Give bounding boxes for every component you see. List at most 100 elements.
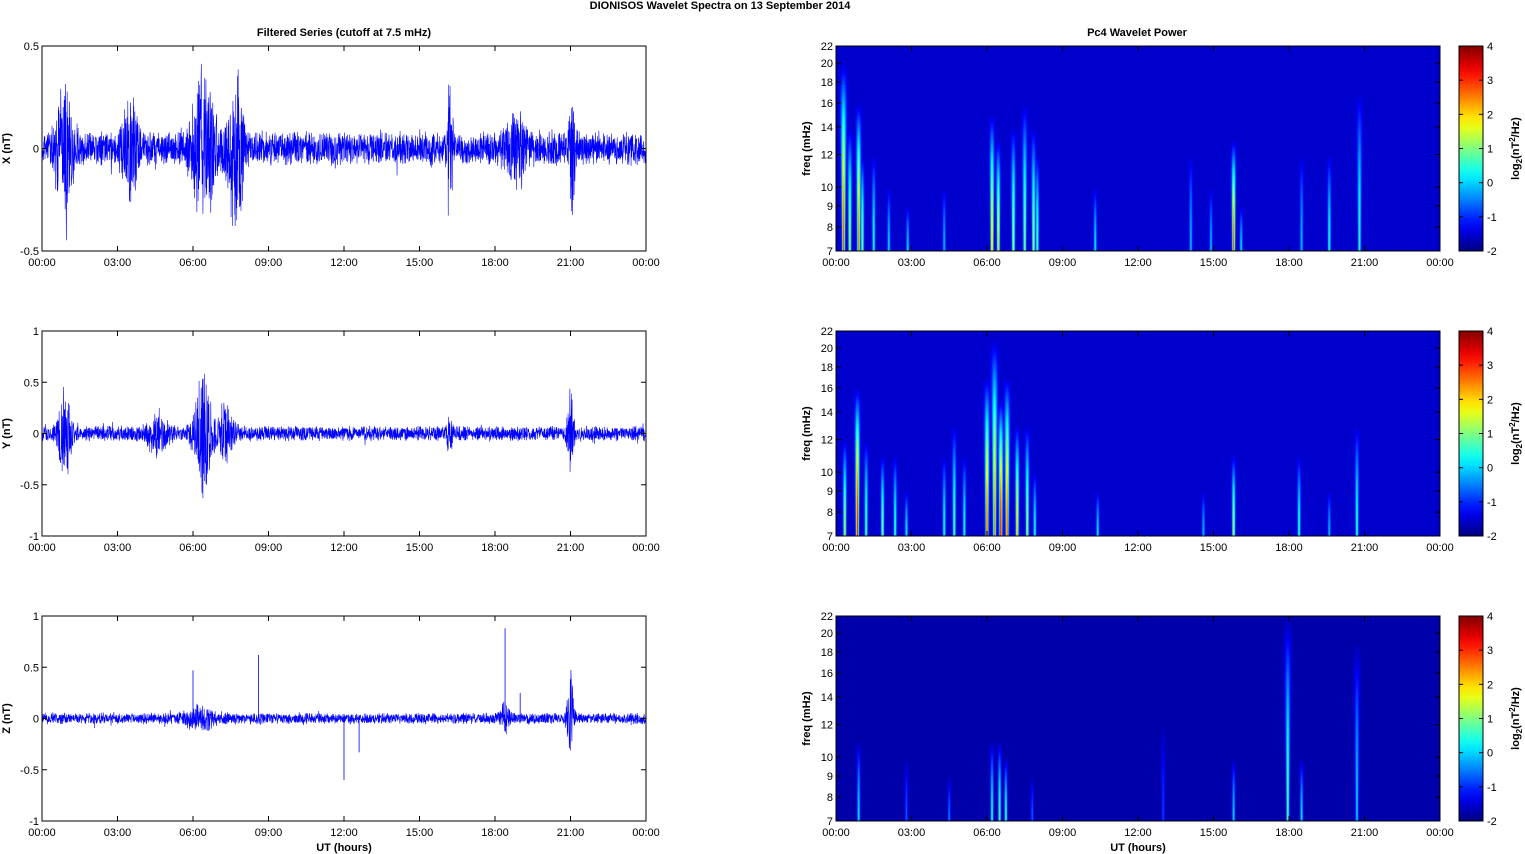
- x-tick-label: 15:00: [1200, 542, 1228, 554]
- x-tick-label: 15:00: [406, 542, 434, 554]
- x-tick-label: 06:00: [179, 257, 207, 269]
- y-tick-label: 8: [827, 792, 833, 804]
- x-tick-label: 06:00: [973, 257, 1001, 269]
- colorbar-tick-label: 0: [1487, 178, 1493, 190]
- y-tick-label: -1: [29, 531, 39, 543]
- colorbar-tick-label: 3: [1487, 645, 1493, 657]
- colorbar-label: log2(nT2/Hz): [1508, 402, 1524, 465]
- y-tick-label: -0.5: [20, 765, 39, 777]
- x-tick-label: 21:00: [557, 542, 585, 554]
- x-tick-label: 15:00: [1200, 827, 1228, 839]
- colorbar-label-part: /Hz): [1510, 687, 1522, 708]
- series-panel-series-z: 1 0.5 0 -0.5 -1 Z (nT) 00:00 03:00 06:00 09:00 12:…: [1, 611, 660, 854]
- colorbar-tick-label: -2: [1487, 531, 1497, 543]
- colorbar-tick-label: 1: [1487, 144, 1493, 156]
- x-tick-label: 18:00: [1275, 827, 1303, 839]
- x-tick-label: 18:00: [481, 257, 509, 269]
- x-tick-label: 03:00: [898, 257, 926, 269]
- left-column-title: Filtered Series (cutoff at 7.5 mHz): [257, 27, 432, 39]
- x-tick-label: 18:00: [1275, 542, 1303, 554]
- x-tick-label: 18:00: [1275, 257, 1303, 269]
- x-tick-label: 00:00: [822, 827, 850, 839]
- colorbar-tick-label: -1: [1487, 782, 1497, 794]
- wavelet-heatmap-image: [836, 616, 1440, 821]
- y-tick-label: 1: [33, 611, 39, 623]
- y-axis-label: Z (nT): [1, 703, 13, 734]
- y-tick-label: 9: [827, 201, 833, 213]
- y-axis-label: freq (mHz): [801, 406, 813, 461]
- x-tick-label: 06:00: [179, 827, 207, 839]
- colorbar-label-part: (nT: [1510, 142, 1522, 159]
- x-tick-label: 06:00: [973, 827, 1001, 839]
- y-tick-label: 12: [821, 435, 833, 447]
- y-tick-label: 1: [33, 326, 39, 338]
- series-panel-series-x: 0.5 0 -0.5 X (nT) 00:00 03:00 06:00 09:00 12:00 1…: [1, 41, 660, 269]
- y-tick-label: 22: [821, 326, 833, 338]
- x-tick-label: 06:00: [973, 542, 1001, 554]
- x-tick-label: 09:00: [255, 542, 283, 554]
- x-tick-label: 12:00: [330, 827, 358, 839]
- y-tick-label: 8: [827, 222, 833, 234]
- x-tick-label: 21:00: [1351, 827, 1379, 839]
- y-tick-label: 18: [821, 77, 833, 89]
- x-tick-label: 12:00: [330, 542, 358, 554]
- y-tick-label: 0: [33, 144, 39, 156]
- colorbar-tick-label: 1: [1487, 429, 1493, 441]
- colorbar-tick-label: 2: [1487, 679, 1493, 691]
- colorbar-tick-label: -1: [1487, 497, 1497, 509]
- colorbar-tick-label: 4: [1487, 326, 1493, 338]
- y-tick-label: 10: [821, 182, 833, 194]
- y-tick-label: 22: [821, 41, 833, 53]
- colorbar-label-part: log: [1510, 163, 1522, 180]
- x-axis-label: UT (hours): [1110, 842, 1166, 854]
- y-axis-label: freq (mHz): [801, 121, 813, 176]
- x-tick-label: 21:00: [557, 827, 585, 839]
- x-tick-label: 00:00: [28, 257, 56, 269]
- colorbar-tick-label: 1: [1487, 714, 1493, 726]
- y-tick-label: 12: [821, 150, 833, 162]
- series-line: [42, 669, 646, 751]
- x-tick-label: 21:00: [1351, 257, 1379, 269]
- colorbar-tick-label: 2: [1487, 109, 1493, 121]
- x-tick-label: 00:00: [632, 257, 660, 269]
- colorbar-label-part: log: [1510, 733, 1522, 750]
- y-tick-label: 20: [821, 58, 833, 70]
- wavelet-heatmap-image: [836, 331, 1440, 536]
- y-tick-label: 0: [33, 714, 39, 726]
- y-tick-label: -0.5: [20, 246, 39, 258]
- y-tick-label: 7: [827, 816, 833, 828]
- y-axis-label: X (nT): [1, 133, 13, 164]
- colorbar-label-part: /Hz): [1510, 117, 1522, 138]
- colorbar-tick-label: 4: [1487, 41, 1493, 53]
- y-tick-label: 14: [821, 407, 833, 419]
- y-tick-label: 16: [821, 383, 833, 395]
- x-tick-label: 00:00: [28, 827, 56, 839]
- colorbar-tick-label: 0: [1487, 463, 1493, 475]
- y-tick-label: 20: [821, 628, 833, 640]
- colorbar-label-part: 2: [1508, 422, 1517, 427]
- y-tick-label: 7: [827, 531, 833, 543]
- colorbar-tick-label: -1: [1487, 212, 1497, 224]
- y-tick-label: 10: [821, 752, 833, 764]
- colorbar-label-part: 2: [1515, 728, 1524, 733]
- x-tick-label: 15:00: [406, 827, 434, 839]
- x-tick-label: 09:00: [255, 257, 283, 269]
- series-panel-series-y: 1 0.5 0 -0.5 -1 Y (nT) 00:00 03:00 06:00 09:00 12:…: [1, 326, 660, 554]
- x-tick-label: 18:00: [481, 827, 509, 839]
- x-tick-label: 15:00: [406, 257, 434, 269]
- series-line: [42, 63, 646, 241]
- y-tick-label: 18: [821, 362, 833, 374]
- y-tick-label: 0.5: [24, 662, 39, 674]
- x-tick-label: 03:00: [104, 257, 132, 269]
- colorbar-tick-label: 0: [1487, 748, 1493, 760]
- y-tick-label: 14: [821, 122, 833, 134]
- colorbar-tick-label: 2: [1487, 394, 1493, 406]
- y-tick-label: 9: [827, 771, 833, 783]
- x-tick-label: 12:00: [330, 257, 358, 269]
- x-tick-label: 00:00: [1426, 542, 1454, 554]
- x-tick-label: 09:00: [255, 827, 283, 839]
